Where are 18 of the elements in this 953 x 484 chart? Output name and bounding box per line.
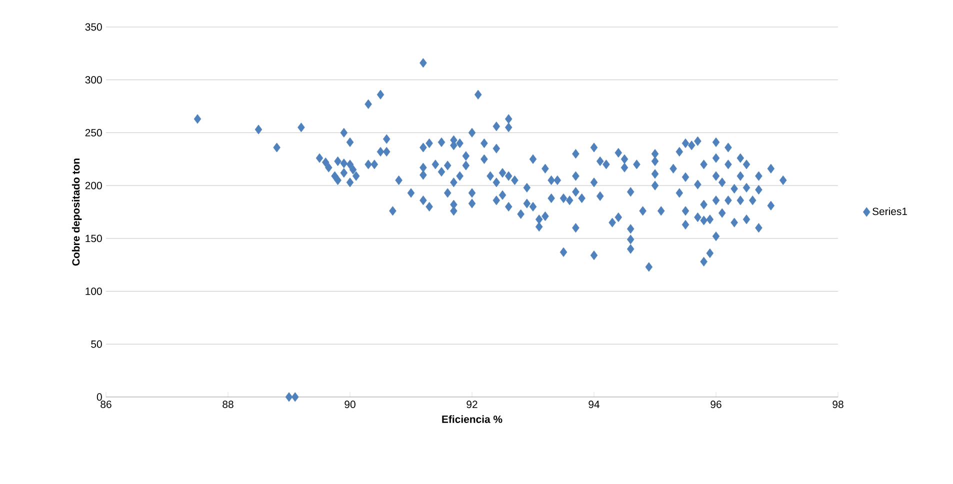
- y-tick-label: 300: [85, 76, 102, 84]
- y-tick-label: 350: [85, 23, 102, 31]
- x-tick-label: 94: [588, 400, 600, 408]
- x-tick-label: 98: [832, 400, 844, 408]
- legend-label: Series1: [872, 207, 907, 216]
- y-axis-title: Cobre depositado ton: [72, 158, 82, 266]
- y-tick-label: 200: [85, 182, 102, 190]
- y-tick-label: 0: [96, 393, 102, 401]
- x-axis-title: Eficiencia %: [442, 415, 502, 423]
- x-tick-label: 86: [100, 400, 112, 408]
- y-tick-label: 100: [86, 288, 102, 295]
- x-tick-label: 96: [710, 400, 722, 408]
- x-tick-label: 88: [222, 400, 234, 408]
- y-tick-label: 250: [85, 129, 102, 136]
- y-tick-label: 150: [86, 234, 102, 242]
- x-tick-label: 90: [344, 400, 356, 408]
- x-tick-label: 92: [466, 400, 478, 408]
- y-tick-label: 50: [91, 340, 102, 348]
